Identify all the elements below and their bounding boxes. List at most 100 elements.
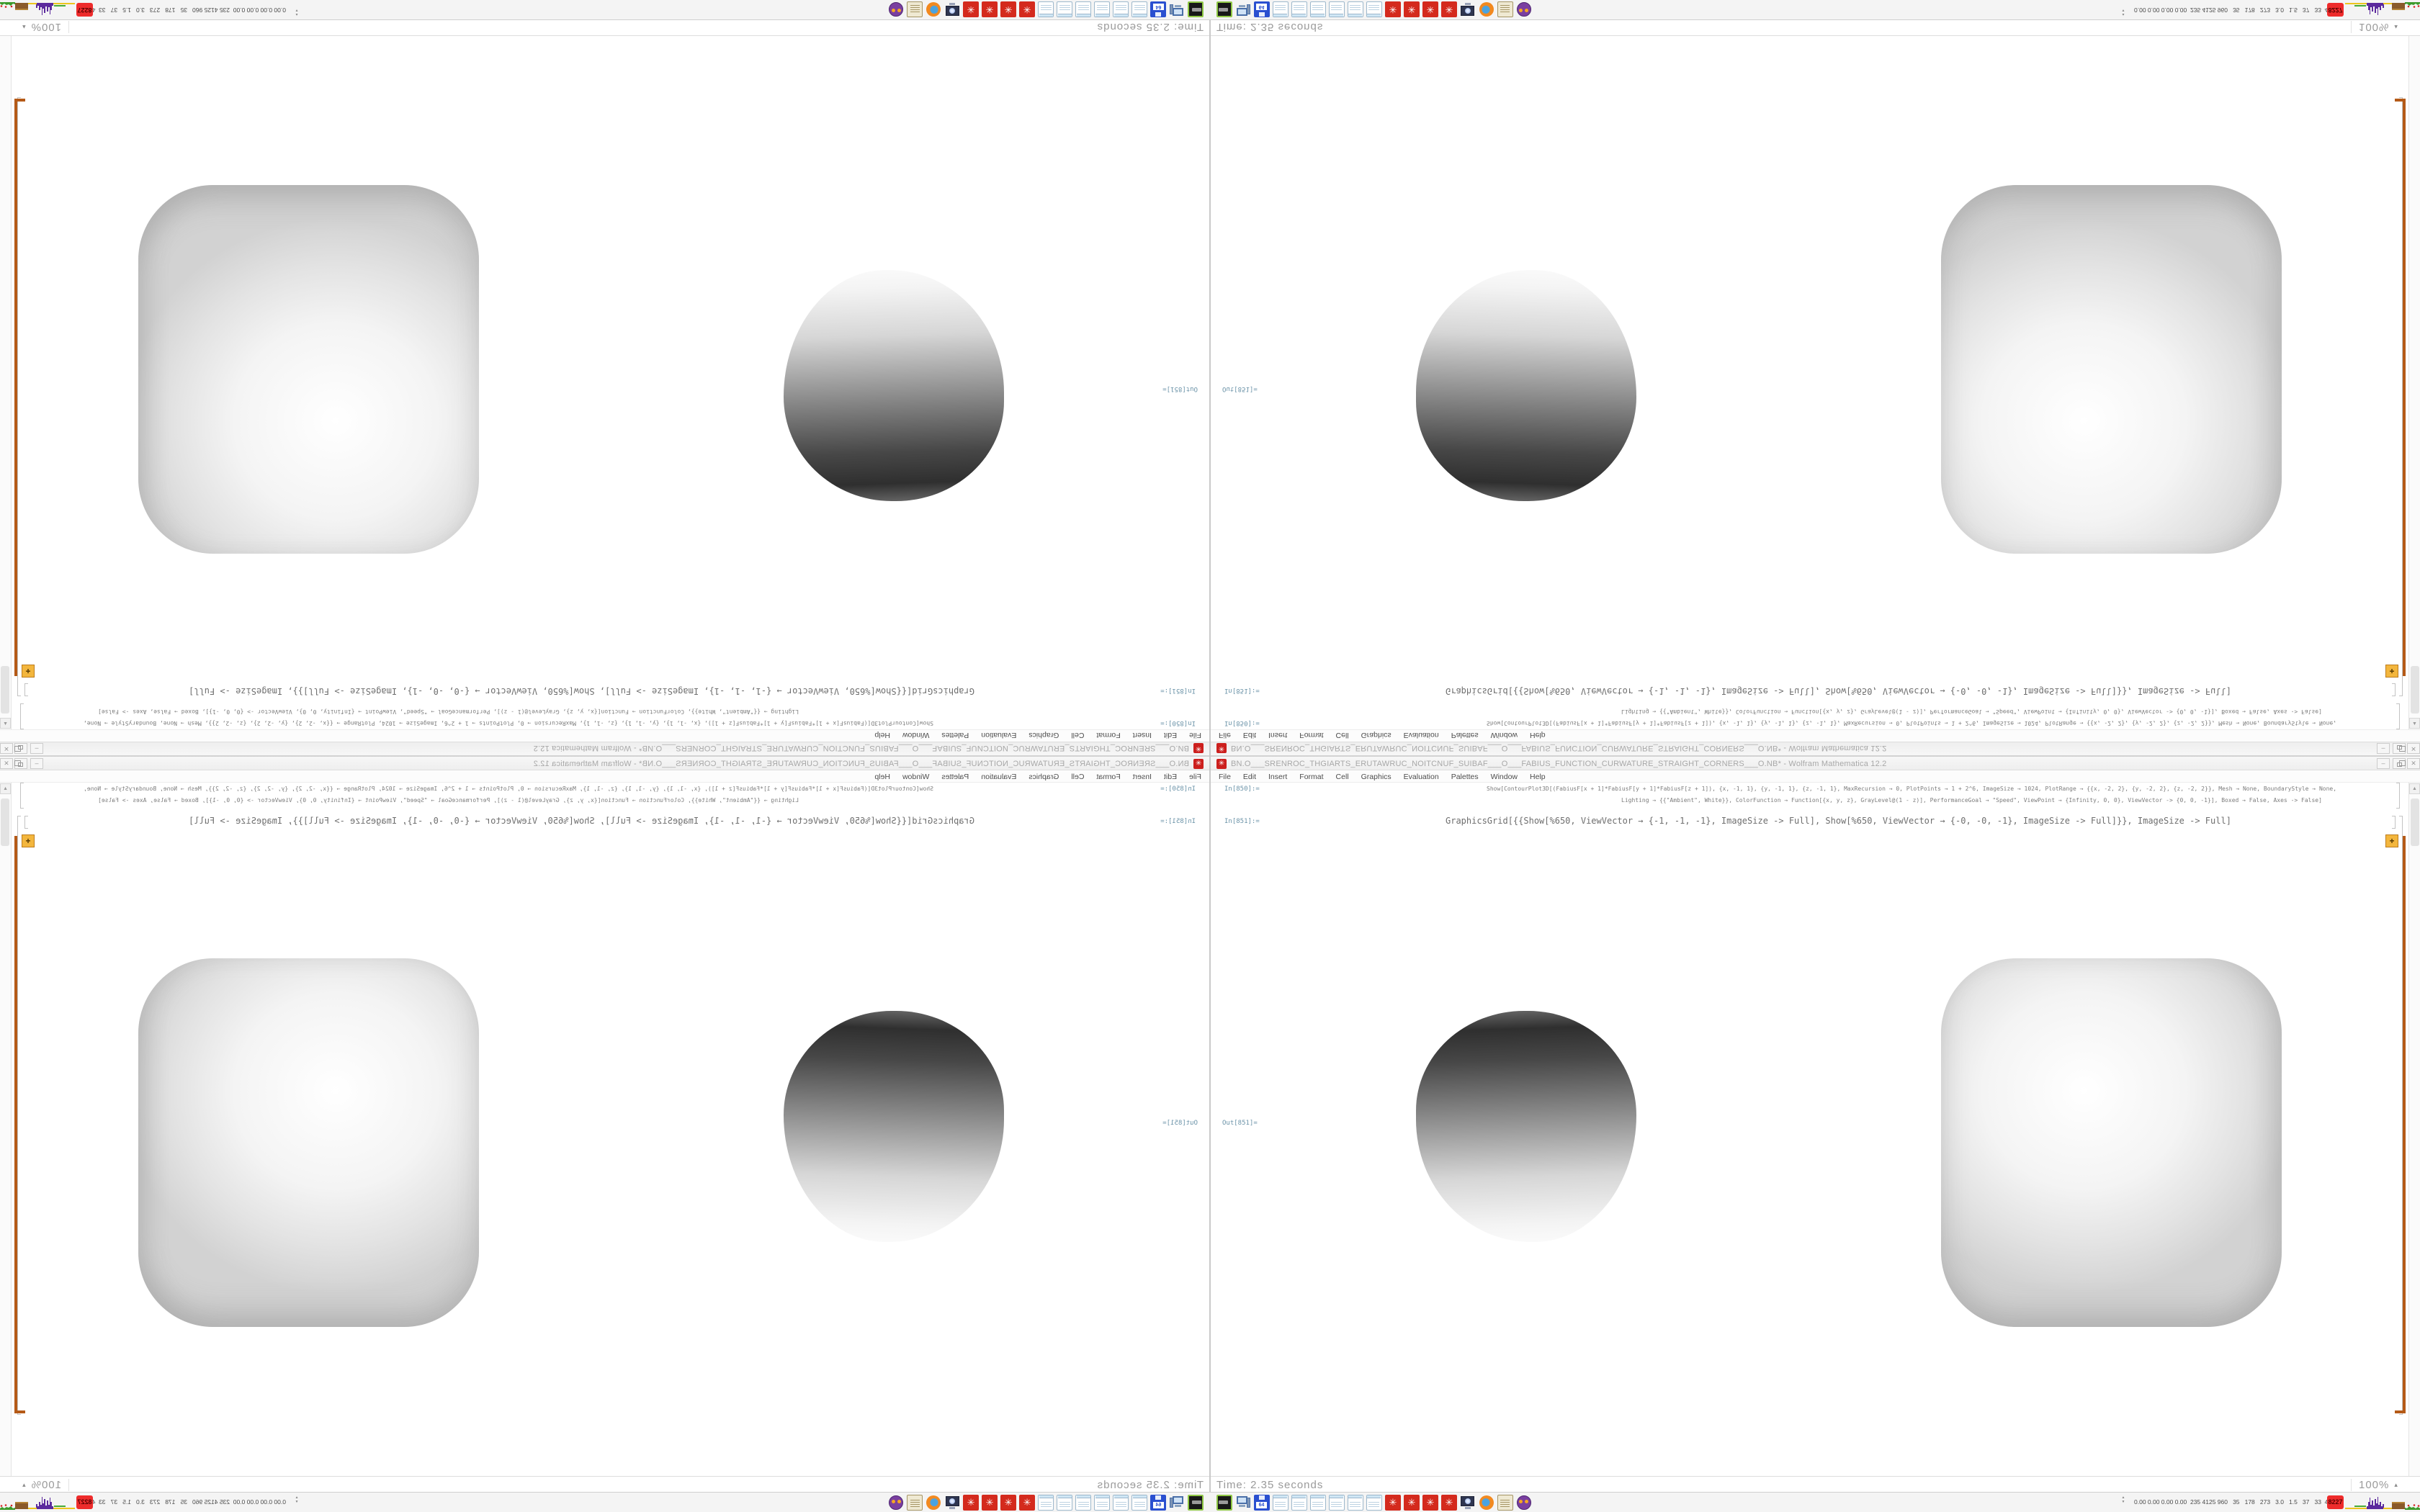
menu-item-palettes[interactable]: Palettes — [941, 772, 969, 781]
firefox-icon[interactable] — [1478, 1, 1495, 18]
expand-cell-button[interactable]: + — [22, 834, 35, 847]
vertical-scrollbar[interactable] — [0, 783, 12, 1476]
computer-icon[interactable] — [1234, 1494, 1252, 1511]
mathematica-icon[interactable]: ✳ — [1422, 1, 1439, 18]
menu-item-file[interactable]: File — [1219, 772, 1231, 781]
window-titlebar[interactable]: ✳ BN.O___SRENROC_THGIARTS_ERUTAWRUC_NOIT… — [0, 742, 1209, 756]
input-code-line[interactable]: Show[ContourPlot3D[(FabiusF[x + 1]*Fabiu… — [83, 720, 933, 726]
menu-item-help[interactable]: Help — [1530, 772, 1546, 781]
menu-item-edit[interactable]: Edit — [1242, 731, 1257, 740]
menu-item-format[interactable]: Format — [1096, 772, 1121, 781]
graphics3d-roundcube-view[interactable] — [1941, 958, 2282, 1327]
input-code-line[interactable]: GraphicsGrid[{{Show[%650, ViewVector → {… — [1446, 686, 2231, 696]
menu-item-cell[interactable]: Cell — [1335, 772, 1349, 781]
input-code-line[interactable]: Show[ContourPlot3D[(FabiusF[x + 1]*Fabiu… — [1487, 786, 2337, 792]
input-code-line[interactable]: Lighting → {{"Ambient", White}}, ColorFu… — [1621, 797, 2322, 804]
owl-app-icon[interactable] — [887, 1, 905, 18]
graphics3d-blob-view[interactable] — [784, 270, 1004, 501]
mathematica-icon[interactable]: ✳ — [981, 1494, 998, 1511]
scroll-up-arrow[interactable]: ▲ — [2409, 718, 2420, 729]
notepad-icon[interactable] — [1131, 1, 1148, 18]
cell-bracket[interactable] — [2392, 816, 2396, 829]
notepad-icon[interactable] — [1309, 1494, 1327, 1511]
mathematica-icon[interactable]: ✳ — [1422, 1494, 1439, 1511]
notebook-content[interactable]: In[850]:= Show[ContourPlot3D[(FabiusF[x … — [1211, 36, 2420, 729]
cell-group-bracket[interactable] — [2399, 816, 2403, 1415]
notepad-icon[interactable] — [1056, 1, 1073, 18]
magnification-control[interactable]: 100% ▴ — [22, 1479, 69, 1491]
scroll-up-arrow[interactable]: ▲ — [0, 783, 11, 794]
notebook-content[interactable]: In[850]:= Show[ContourPlot3D[(FabiusF[x … — [0, 36, 1209, 729]
close-button[interactable]: ✕ — [2407, 758, 2420, 769]
menu-item-graphics[interactable]: Graphics — [1028, 772, 1059, 781]
menu-item-insert[interactable]: Insert — [1268, 772, 1288, 781]
menu-item-insert[interactable]: Insert — [1268, 731, 1288, 740]
mathematica-icon[interactable]: ✳ — [1000, 1, 1017, 18]
notepad-icon[interactable] — [1075, 1494, 1092, 1511]
notepad-icon[interactable] — [1291, 1494, 1308, 1511]
graphics3d-blob-view[interactable] — [784, 1011, 1004, 1242]
notepad-icon[interactable] — [1093, 1, 1111, 18]
mathematica-icon[interactable]: ✳ — [981, 1, 998, 18]
close-button[interactable]: ✕ — [2407, 743, 2420, 754]
document-scroll-icon[interactable] — [906, 1, 923, 18]
window-titlebar[interactable]: ✳ BN.O___SRENROC_THGIARTS_ERUTAWRUC_NOIT… — [0, 756, 1209, 770]
drive-icon[interactable] — [1216, 1494, 1233, 1511]
alert-badge[interactable]: 8227 — [76, 1495, 93, 1509]
expand-cell-button[interactable]: + — [22, 665, 35, 678]
notepad-icon[interactable] — [1272, 1, 1289, 18]
owl-app-icon[interactable] — [1515, 1494, 1533, 1511]
graphics3d-blob-view[interactable] — [1416, 270, 1636, 501]
mathematica-icon[interactable]: ✳ — [1018, 1494, 1036, 1511]
close-button[interactable]: ✕ — [0, 743, 13, 754]
vertical-scrollbar[interactable] — [2408, 36, 2420, 729]
input-code-line[interactable]: Lighting → {{"Ambient", White}}, ColorFu… — [98, 797, 799, 804]
mathematica-icon[interactable]: ✳ — [1000, 1494, 1017, 1511]
magnification-control[interactable]: 100% ▴ — [2351, 21, 2398, 33]
menu-item-insert[interactable]: Insert — [1132, 731, 1152, 740]
minimize-button[interactable]: – — [30, 743, 43, 754]
input-code-line[interactable]: GraphicsGrid[{{Show[%650, ViewVector → {… — [189, 816, 974, 826]
notepad-icon[interactable] — [1272, 1494, 1289, 1511]
owl-app-icon[interactable] — [1515, 1, 1533, 18]
menu-item-evaluation[interactable]: Evaluation — [1403, 731, 1439, 740]
menu-item-cell[interactable]: Cell — [1071, 772, 1085, 781]
restore-button[interactable] — [14, 758, 27, 769]
cell-group-bracket[interactable] — [17, 97, 21, 696]
graphics3d-blob-view[interactable] — [1416, 1011, 1636, 1242]
drive-icon[interactable] — [1187, 1494, 1204, 1511]
alert-badge[interactable]: 8227 — [2327, 3, 2344, 17]
document-scroll-icon[interactable] — [1497, 1, 1514, 18]
cell-group-bracket[interactable] — [17, 816, 21, 1415]
scroll-up-arrow[interactable]: ▲ — [2409, 783, 2420, 794]
highlighted-cell-bracket[interactable] — [14, 836, 17, 1412]
document-scroll-icon[interactable] — [906, 1494, 923, 1511]
graphics3d-roundcube-view[interactable] — [138, 958, 479, 1327]
menu-item-format[interactable]: Format — [1299, 731, 1324, 740]
menu-item-evaluation[interactable]: Evaluation — [981, 772, 1017, 781]
magnification-control[interactable]: 100% ▴ — [22, 21, 69, 33]
menu-item-palettes[interactable]: Palettes — [941, 731, 969, 740]
menu-item-format[interactable]: Format — [1299, 772, 1324, 781]
notepad-icon[interactable] — [1366, 1494, 1383, 1511]
floppy-64-icon[interactable]: 64 — [1253, 1494, 1270, 1511]
notepad-icon[interactable] — [1328, 1494, 1345, 1511]
menu-item-graphics[interactable]: Graphics — [1028, 731, 1059, 740]
mathematica-icon[interactable]: ✳ — [1440, 1, 1458, 18]
menu-item-window[interactable]: Window — [902, 772, 930, 781]
highlighted-cell-bracket[interactable] — [2403, 836, 2406, 1412]
menu-item-window[interactable]: Window — [902, 731, 930, 740]
menu-item-help[interactable]: Help — [1530, 731, 1546, 740]
floppy-64-icon[interactable]: 64 — [1150, 1, 1167, 18]
menu-item-palettes[interactable]: Palettes — [1451, 731, 1479, 740]
notebook-content[interactable]: In[850]:= Show[ContourPlot3D[(FabiusF[x … — [0, 783, 1209, 1476]
drive-icon[interactable] — [1216, 1, 1233, 18]
monitor-gear-icon[interactable] — [944, 1494, 961, 1511]
menu-item-graphics[interactable]: Graphics — [1361, 731, 1392, 740]
menu-item-insert[interactable]: Insert — [1132, 772, 1152, 781]
tray-expand-icon[interactable]: ▲ ▼ — [295, 8, 299, 17]
menu-item-evaluation[interactable]: Evaluation — [1403, 772, 1439, 781]
vertical-scrollbar[interactable] — [2408, 783, 2420, 1476]
notepad-icon[interactable] — [1291, 1, 1308, 18]
minimize-button[interactable]: – — [2377, 743, 2390, 754]
